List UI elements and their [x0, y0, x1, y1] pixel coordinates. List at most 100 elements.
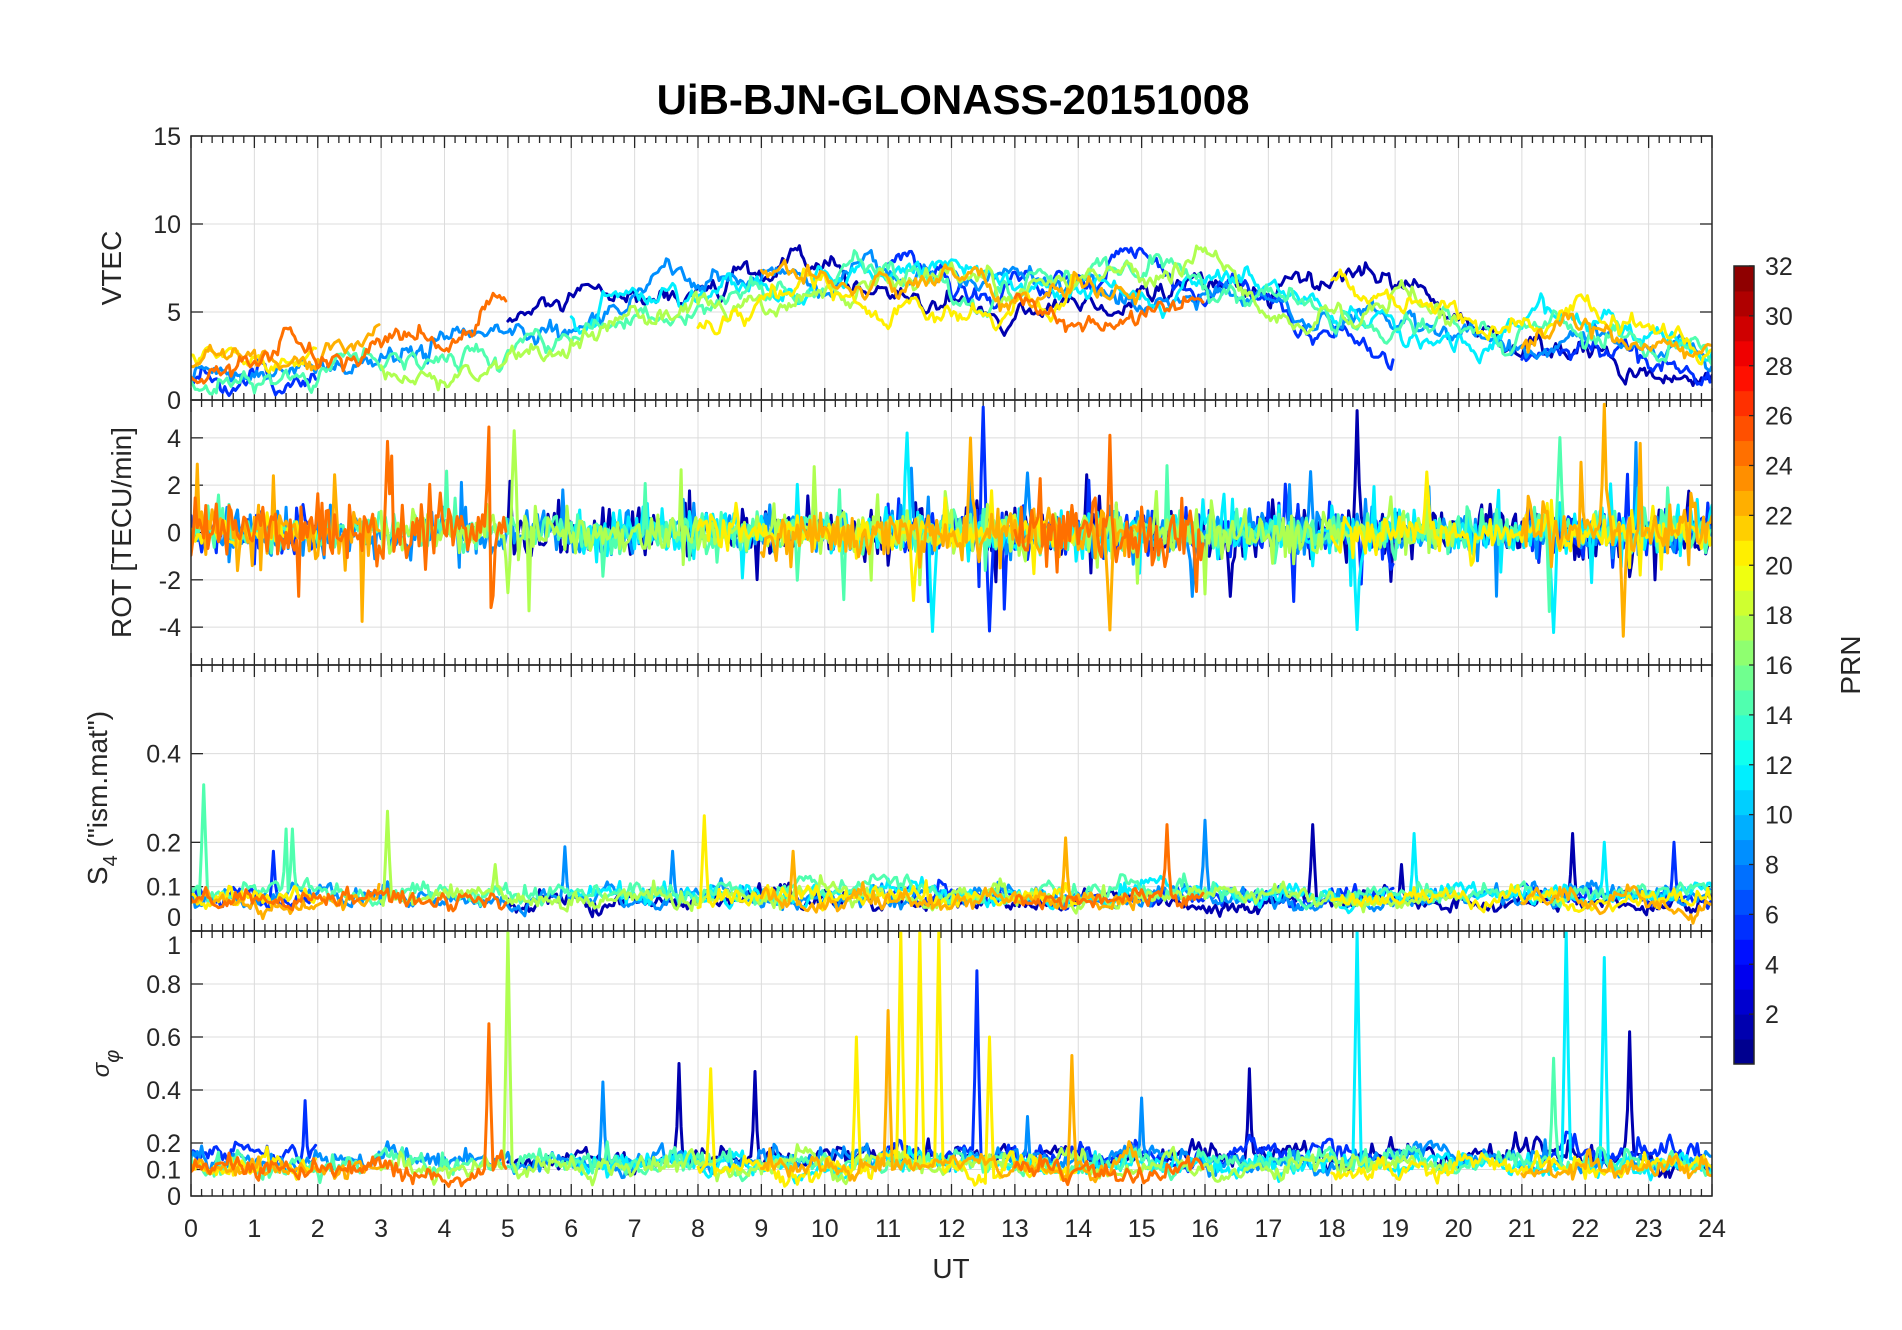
x-tick-label: 17 [1254, 1215, 1282, 1243]
colorbar-swatch [1734, 565, 1754, 591]
colorbar-swatch [1734, 540, 1754, 566]
y-label-main: S [82, 866, 113, 885]
y-tick-label: 10 [153, 211, 181, 239]
y-tick-label: 0.4 [146, 1077, 181, 1105]
colorbar-swatch [1734, 440, 1754, 466]
y-tick-label: 0.2 [146, 1130, 181, 1158]
x-tick-label: 6 [564, 1215, 578, 1243]
x-tick-label: 16 [1191, 1215, 1219, 1243]
y-label-subscript: φ [102, 1050, 124, 1063]
x-tick-label: 15 [1128, 1215, 1156, 1243]
colorbar-tick-label: 18 [1765, 602, 1793, 630]
y-axis-label-rot: ROT [TECU/min] [106, 427, 137, 638]
colorbar-tick-label: 26 [1765, 403, 1793, 431]
series-prn-22-sigma [191, 1155, 381, 1181]
series-prn-22-s4 [1520, 883, 1712, 925]
y-tick-label: 2 [167, 472, 181, 500]
x-tick-label: 19 [1381, 1215, 1409, 1243]
colorbar-swatch [1734, 1039, 1754, 1065]
x-tick-label: 23 [1635, 1215, 1663, 1243]
y-tick-label: 0.1 [146, 1157, 181, 1185]
series-prn-5-vtec [191, 354, 318, 397]
colorbar-swatch [1734, 689, 1754, 716]
x-tick-label: 4 [438, 1215, 452, 1243]
y-label-main: σ [88, 1061, 115, 1077]
colorbar-tick-label: 22 [1765, 502, 1793, 530]
y-tick-label: 0.1 [146, 874, 181, 902]
colorbar-swatch [1734, 914, 1754, 940]
colorbar-swatch [1734, 964, 1754, 990]
colorbar-tick-label: 12 [1765, 752, 1793, 780]
axes-frame [190, 930, 1713, 1197]
panel-sigma: 00.10.2 0.4 0.6 0.8 1 σφ [88, 930, 1713, 1211]
colorbar-swatch [1734, 465, 1754, 491]
series-prn-24-sigma [1013, 1154, 1205, 1187]
x-tick-label: 3 [374, 1215, 388, 1243]
x-tick-label: 1 [247, 1215, 261, 1243]
x-tick-label: 7 [628, 1215, 642, 1243]
colorbar-tick-label: 30 [1765, 303, 1793, 331]
x-tick-label: 8 [691, 1215, 705, 1243]
colorbar-swatch [1734, 290, 1754, 317]
series-prn-20-s4 [1330, 883, 1712, 914]
series-prn-22-vtec [759, 258, 1141, 313]
colorbar-swatch [1734, 266, 1754, 292]
x-tick-label: 11 [875, 1215, 901, 1243]
series-group-s4 [191, 783, 1712, 925]
y-label-subscript: 4 [100, 855, 122, 866]
x-tick-label: 5 [501, 1215, 515, 1243]
colorbar-swatch [1734, 340, 1754, 367]
x-tick-label: 24 [1698, 1215, 1726, 1243]
x-tick-labels: 0 1 2 3 4 5 6 7 8 9 10 11 12 13 14 15 16 17 18 19 20 21 22 23 24 [184, 1215, 1726, 1243]
series-prn-17-sigma [379, 931, 1458, 1187]
series-prn-22-sigma [1520, 1148, 1712, 1181]
colorbar-swatch [1734, 789, 1754, 816]
series-prn-24-rot [191, 425, 508, 610]
colorbar-swatch [1734, 864, 1754, 890]
panel-rot: -4 -2 0 2 4 ROT [TECU/min] [106, 399, 1713, 666]
series-prn-5-sigma [191, 1099, 318, 1167]
series-group-rot [191, 402, 1712, 638]
y-tick-label: 0.8 [146, 971, 181, 999]
y-tick-label: 4 [167, 425, 181, 453]
series-prn-24-sigma [191, 1022, 508, 1188]
x-tick-label: 14 [1064, 1215, 1092, 1243]
colorbar-tick-label: 16 [1765, 652, 1793, 680]
series-prn-20-sigma [696, 931, 1078, 1188]
series-prn-24-s4 [191, 885, 508, 913]
colorbar-tick-label: 14 [1765, 702, 1793, 730]
colorbar-swatch [1734, 515, 1754, 541]
x-tick-label: 12 [938, 1215, 966, 1243]
colorbar-swatch [1734, 989, 1754, 1015]
series-prn-24-vtec [1013, 292, 1205, 333]
y-tick-label: 15 [153, 123, 181, 151]
series-prn-22-sigma [759, 1009, 1141, 1184]
colorbar-swatch [1734, 365, 1754, 392]
colorbar-tick-label: 6 [1765, 901, 1779, 929]
colorbar-swatch [1734, 839, 1754, 865]
colorbar-swatch [1734, 714, 1754, 741]
colorbar-swatch [1734, 390, 1754, 417]
series-prn-24-vtec [191, 291, 508, 385]
series-prn-5-vtec [886, 246, 1395, 371]
x-tick-label: 22 [1571, 1215, 1599, 1243]
panel-s4: 00.1 0.2 0.4 S4 ("ism.mat") [82, 664, 1713, 932]
series-prn-20-vtec [1330, 268, 1712, 366]
x-axis-label: UT [932, 1253, 969, 1284]
series-prn-24-rot [1013, 433, 1205, 593]
series-prn-22-rot [1520, 402, 1712, 638]
x-tick-label: 20 [1445, 1215, 1473, 1243]
colorbar-tick-label: 28 [1765, 353, 1793, 381]
colorbar-swatch [1734, 739, 1754, 766]
series-prn-22-vtec [1520, 311, 1712, 360]
colorbar-swatch [1734, 490, 1754, 516]
colorbar-tick-label: 4 [1765, 951, 1779, 979]
x-tick-label: 18 [1318, 1215, 1346, 1243]
colorbar-tick-label: 24 [1765, 453, 1793, 481]
colorbar-swatch [1734, 615, 1754, 641]
chart-title: UiB-BJN-GLONASS-20151008 [657, 76, 1250, 123]
colorbar-tick-label: 8 [1765, 852, 1779, 880]
